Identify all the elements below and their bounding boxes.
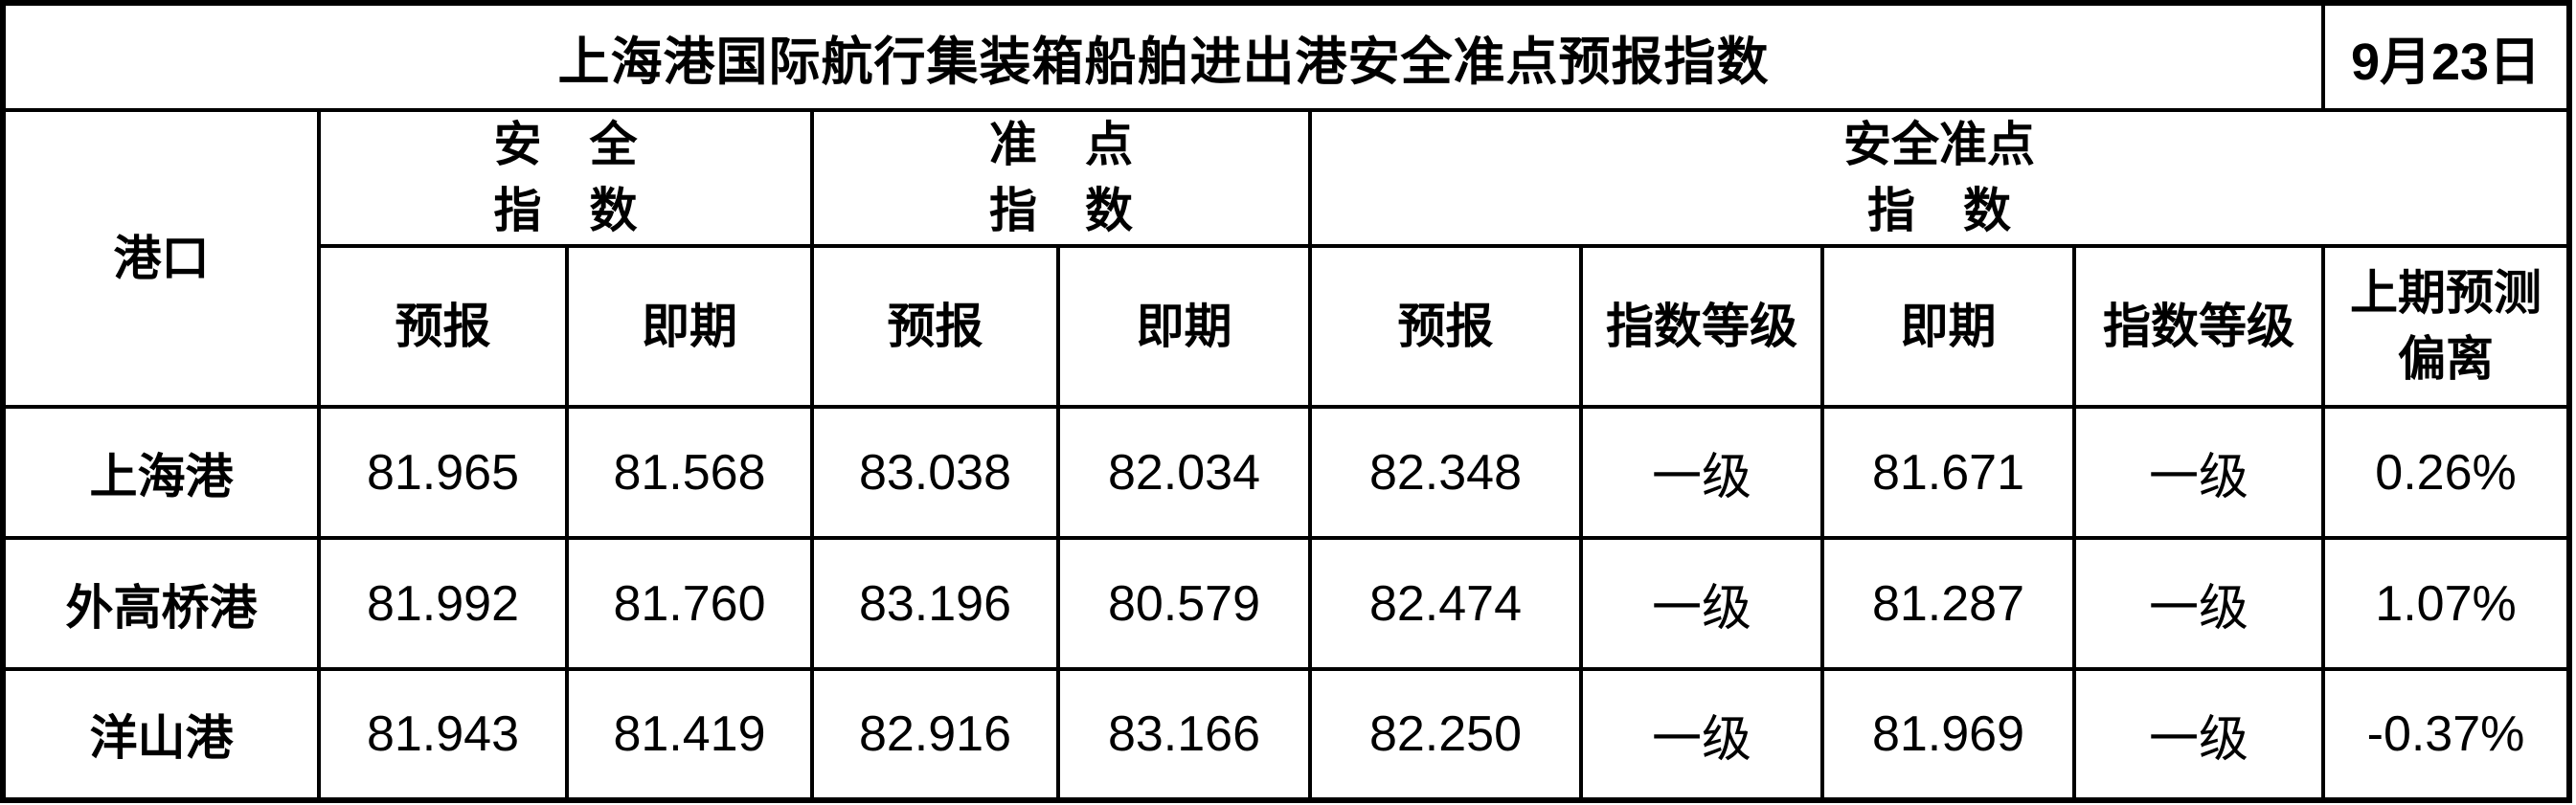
- report-date: 9月23日: [2321, 1, 2572, 112]
- page-title: 上海港国际航行集装箱船舶进出港安全准点预报指数: [0, 1, 2326, 112]
- col-header-sp-current: 即期: [1820, 244, 2076, 409]
- col-header-safety-current: 即期: [565, 244, 814, 409]
- cell-safety-current: 81.760: [565, 536, 814, 671]
- cell-sp-forecast: 82.348: [1308, 405, 1583, 540]
- cell-sp-current-grade: 一级: [2071, 405, 2326, 540]
- cell-punctuality-forecast: 83.038: [810, 405, 1060, 540]
- group-header-punctuality-index: 准 点 指 数: [810, 108, 1312, 248]
- col-header-punctuality-forecast: 预报: [810, 244, 1060, 409]
- port-name: 外高桥港: [1, 536, 321, 671]
- port-name: 洋山港: [1, 667, 321, 802]
- cell-sp-current-grade: 一级: [2071, 536, 2326, 671]
- col-header-prev-forecast-deviation: 上期预测 偏离: [2321, 244, 2572, 409]
- cell-punctuality-forecast: 82.916: [810, 667, 1060, 802]
- group-header-safety-punctuality-index: 安全准点 指 数: [1307, 108, 2572, 248]
- sub-header-row: 预报 即期 预报 即期 预报 指数等级 即期 指数等级 上期预测 偏离: [3, 244, 2572, 409]
- cell-sp-forecast: 82.474: [1308, 536, 1583, 671]
- cell-safety-forecast: 81.943: [317, 667, 569, 802]
- cell-safety-current: 81.419: [565, 667, 814, 802]
- title-row: 上海港国际航行集装箱船舶进出港安全准点预报指数 9月23日: [0, 1, 2572, 112]
- cell-prev-deviation: 1.07%: [2321, 536, 2572, 671]
- group-header-safety-index: 安 全 指 数: [317, 108, 814, 248]
- cell-prev-deviation: 0.26%: [2321, 405, 2572, 540]
- cell-sp-current: 81.969: [1820, 667, 2076, 802]
- table-row-waigaoqiao: 外高桥港 81.992 81.760 83.196 80.579 82.474 …: [1, 536, 2572, 671]
- col-header-safety-forecast: 预报: [317, 244, 569, 409]
- cell-sp-current: 81.671: [1820, 405, 2076, 540]
- cell-punctuality-forecast: 83.196: [810, 536, 1060, 671]
- cell-prev-deviation: -0.37%: [2321, 667, 2572, 802]
- cell-sp-current: 81.287: [1820, 536, 2076, 671]
- col-header-port: 港口: [1, 108, 321, 409]
- port-name: 上海港: [1, 405, 321, 540]
- col-header-sp-current-grade: 指数等级: [2071, 244, 2326, 409]
- cell-sp-current-grade: 一级: [2071, 667, 2326, 802]
- table-row-yangshan: 洋山港 81.943 81.419 82.916 83.166 82.250 一…: [1, 667, 2572, 802]
- cell-safety-forecast: 81.992: [317, 536, 569, 671]
- table-row-shanghai: 上海港 81.965 81.568 83.038 82.034 82.348 一…: [1, 405, 2572, 540]
- cell-safety-forecast: 81.965: [317, 405, 569, 540]
- col-header-sp-forecast: 预报: [1308, 244, 1583, 409]
- cell-sp-forecast-grade: 一级: [1579, 667, 1824, 802]
- cell-punctuality-current: 82.034: [1056, 405, 1312, 540]
- cell-punctuality-current: 83.166: [1056, 667, 1312, 802]
- cell-sp-forecast: 82.250: [1308, 667, 1583, 802]
- cell-sp-forecast-grade: 一级: [1579, 405, 1824, 540]
- cell-safety-current: 81.568: [565, 405, 814, 540]
- cell-punctuality-current: 80.579: [1056, 536, 1312, 671]
- col-header-sp-forecast-grade: 指数等级: [1579, 244, 1824, 409]
- group-header-row: 港口 安 全 指 数 准 点 指 数 安全准点 指 数: [1, 108, 2572, 409]
- col-header-punctuality-current: 即期: [1056, 244, 1312, 409]
- cell-sp-forecast-grade: 一级: [1579, 536, 1824, 671]
